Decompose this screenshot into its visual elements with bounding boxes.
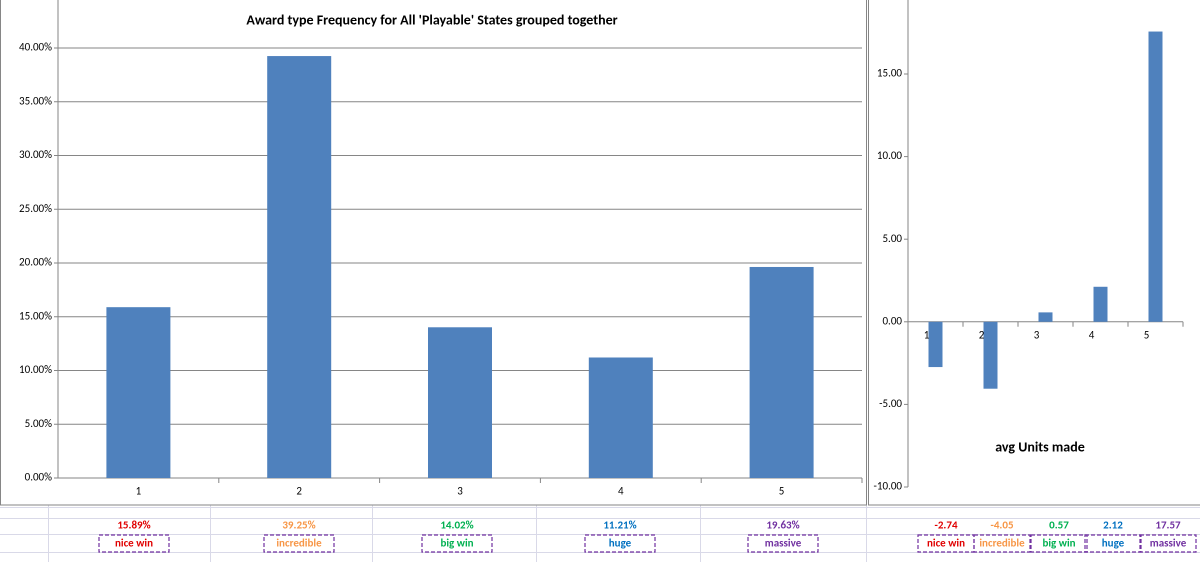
y-tick-label: 15.00 [877, 67, 903, 80]
bar [106, 307, 171, 478]
y-tick-label: 30.00% [19, 148, 52, 161]
chart-panel [868, 0, 1200, 506]
x-tick-label: 3 [1034, 328, 1040, 341]
label-box [973, 534, 1031, 553]
cell-value: 14.02% [440, 519, 473, 532]
bar [267, 56, 332, 478]
cell-value: 11.21% [603, 519, 636, 532]
cell-name: huge [1102, 537, 1125, 550]
y-tick-label: -10.00 [874, 480, 903, 493]
label-box [98, 534, 170, 553]
bar [588, 357, 653, 478]
chart-title: avg Units made [995, 438, 1085, 455]
x-tick-label: 4 [618, 485, 624, 498]
label-box [584, 534, 656, 553]
cell-value: -4.05 [990, 519, 1013, 532]
label-box [747, 534, 819, 553]
cell-name: nice win [115, 537, 153, 550]
x-tick-label: 1 [136, 485, 142, 498]
y-tick-label: 10.00% [19, 363, 52, 376]
x-tick-label: 4 [1089, 328, 1095, 341]
y-tick-label: 10.00 [877, 149, 903, 162]
cell-name: incredible [276, 537, 322, 550]
y-tick-label: 0.00 [882, 314, 902, 327]
x-tick-label: 2 [979, 328, 985, 341]
cell-name: massive [1150, 537, 1187, 550]
cell-name: massive [765, 537, 802, 550]
y-tick-label: 25.00% [19, 202, 52, 215]
cell-value: 2.12 [1103, 519, 1123, 532]
y-tick-label: 20.00% [19, 256, 52, 269]
cell-name: nice win [927, 537, 965, 550]
y-tick-label: 40.00% [19, 41, 52, 54]
bar [1093, 286, 1108, 322]
cell-value: -2.74 [934, 519, 957, 532]
y-tick-label: 15.00% [19, 309, 52, 322]
chart-title: Award type Frequency for All 'Playable' … [246, 11, 617, 28]
cell-value: 17.57 [1155, 519, 1181, 532]
cell-name: big win [440, 537, 473, 550]
label-box [1139, 534, 1197, 553]
bar [928, 321, 943, 368]
label-box [917, 534, 975, 553]
label-box [421, 534, 493, 553]
bar [1148, 31, 1163, 322]
cell-name: incredible [979, 537, 1025, 550]
y-tick-label: 35.00% [19, 94, 52, 107]
cell-name: big win [1042, 537, 1075, 550]
cell-value: 39.25% [282, 519, 315, 532]
label-box [1084, 534, 1142, 553]
bar [1038, 312, 1053, 322]
y-tick-label: 5.00% [25, 417, 53, 430]
label-box [263, 534, 335, 553]
cell-value: 0.57 [1049, 519, 1069, 532]
bar [428, 327, 492, 478]
x-tick-label: 5 [779, 485, 785, 498]
cell-value: 19.63% [766, 519, 799, 532]
label-box [1030, 534, 1088, 553]
x-tick-label: 5 [1144, 328, 1150, 341]
bar [749, 266, 814, 478]
y-tick-label: 0.00% [25, 471, 53, 484]
y-tick-label: -5.00 [879, 397, 902, 410]
cell-value: 15.89% [117, 519, 150, 532]
x-tick-label: 3 [457, 485, 463, 498]
y-tick-label: 5.00 [882, 232, 902, 245]
x-tick-label: 2 [296, 485, 302, 498]
x-tick-label: 1 [924, 328, 930, 341]
cell-name: huge [609, 537, 632, 550]
bar [983, 321, 998, 389]
